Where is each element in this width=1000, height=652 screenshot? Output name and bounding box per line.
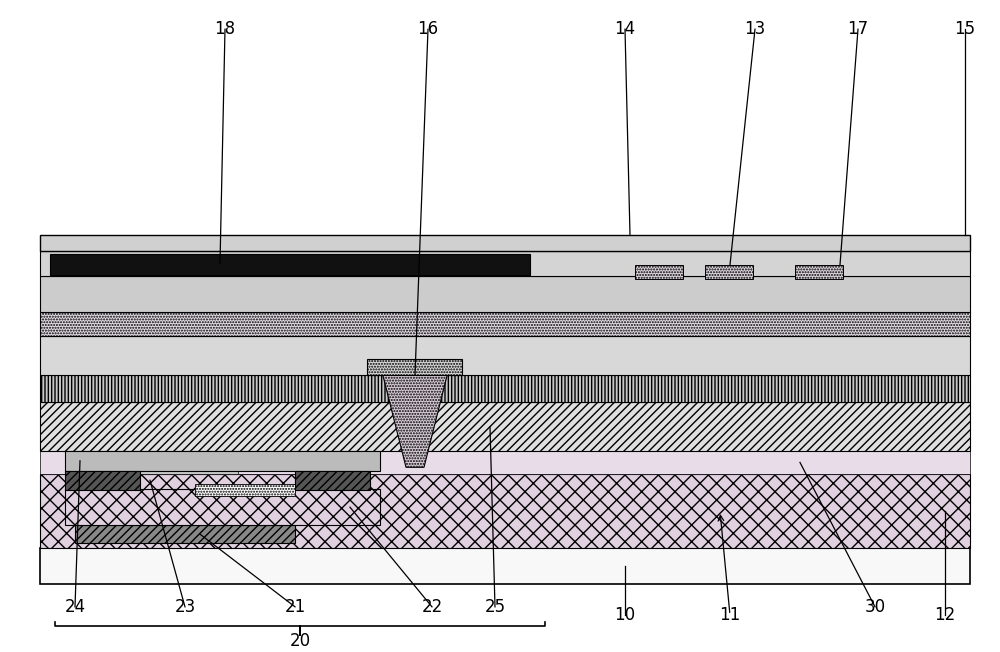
Bar — [635, 265, 683, 279]
Bar — [40, 276, 970, 312]
Text: 18: 18 — [214, 20, 236, 38]
Bar — [65, 451, 238, 474]
Text: 10: 10 — [614, 606, 636, 624]
Text: 13: 13 — [744, 20, 766, 38]
Bar — [40, 235, 970, 251]
Bar — [40, 451, 970, 474]
Bar — [50, 254, 530, 274]
Bar — [75, 525, 295, 543]
Bar — [295, 471, 370, 490]
Bar — [795, 265, 843, 279]
Text: 24: 24 — [64, 598, 86, 616]
Text: 16: 16 — [417, 20, 439, 38]
Bar — [367, 359, 462, 375]
Bar — [65, 471, 140, 490]
Text: 22: 22 — [421, 598, 443, 616]
Text: 30: 30 — [864, 598, 886, 616]
Text: 11: 11 — [719, 606, 741, 624]
Bar — [40, 402, 970, 451]
Text: 21: 21 — [284, 598, 306, 616]
Bar — [705, 265, 753, 279]
Text: 12: 12 — [934, 606, 956, 624]
Bar — [40, 336, 970, 375]
Text: 15: 15 — [954, 20, 976, 38]
Bar — [40, 375, 970, 402]
Bar — [40, 312, 970, 336]
Text: 25: 25 — [484, 598, 506, 616]
Text: 17: 17 — [847, 20, 869, 38]
Bar — [40, 251, 970, 276]
Text: 23: 23 — [174, 598, 196, 616]
Bar — [65, 451, 380, 471]
Bar — [195, 484, 295, 496]
Bar — [65, 490, 380, 525]
Bar — [40, 548, 970, 584]
Text: 20: 20 — [289, 632, 311, 650]
Polygon shape — [382, 374, 448, 467]
Text: 14: 14 — [614, 20, 636, 38]
Bar — [40, 474, 970, 548]
